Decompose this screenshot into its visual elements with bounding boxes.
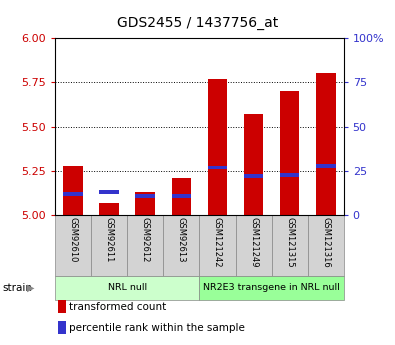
Bar	[127, 216, 164, 276]
Text: GSM92612: GSM92612	[141, 217, 150, 263]
Bar	[135, 193, 155, 216]
Bar	[280, 173, 299, 177]
Bar	[308, 216, 344, 276]
Bar	[64, 192, 83, 196]
Text: NRL null: NRL null	[108, 283, 147, 292]
Bar	[272, 216, 308, 276]
Bar	[316, 164, 335, 168]
Bar	[55, 276, 199, 300]
Bar	[171, 178, 191, 216]
Bar	[100, 190, 119, 194]
Bar	[171, 194, 191, 198]
Text: GSM92613: GSM92613	[177, 217, 186, 263]
Bar	[235, 216, 272, 276]
Bar	[199, 276, 344, 300]
Bar	[91, 216, 127, 276]
Bar	[100, 203, 119, 216]
Bar	[244, 175, 263, 178]
Bar	[135, 194, 155, 198]
Bar	[208, 79, 228, 216]
Text: GDS2455 / 1437756_at: GDS2455 / 1437756_at	[117, 16, 278, 30]
Text: GSM121315: GSM121315	[285, 217, 294, 268]
Text: percentile rank within the sample: percentile rank within the sample	[69, 323, 245, 333]
Text: strain: strain	[2, 283, 32, 293]
Bar	[316, 73, 335, 216]
Bar	[164, 216, 199, 276]
Bar	[244, 114, 263, 216]
Bar	[55, 216, 91, 276]
Bar	[199, 216, 235, 276]
Text: transformed count: transformed count	[69, 302, 166, 312]
Text: ▶: ▶	[27, 283, 34, 293]
Text: GSM121316: GSM121316	[321, 217, 330, 268]
Text: GSM92611: GSM92611	[105, 217, 114, 263]
Text: GSM92610: GSM92610	[69, 217, 78, 263]
Bar	[58, 300, 66, 313]
Text: GSM121242: GSM121242	[213, 217, 222, 268]
Bar	[280, 91, 299, 216]
Bar	[208, 166, 228, 169]
Text: NR2E3 transgene in NRL null: NR2E3 transgene in NRL null	[203, 283, 340, 292]
Bar	[58, 322, 66, 334]
Text: GSM121249: GSM121249	[249, 217, 258, 268]
Bar	[64, 166, 83, 216]
